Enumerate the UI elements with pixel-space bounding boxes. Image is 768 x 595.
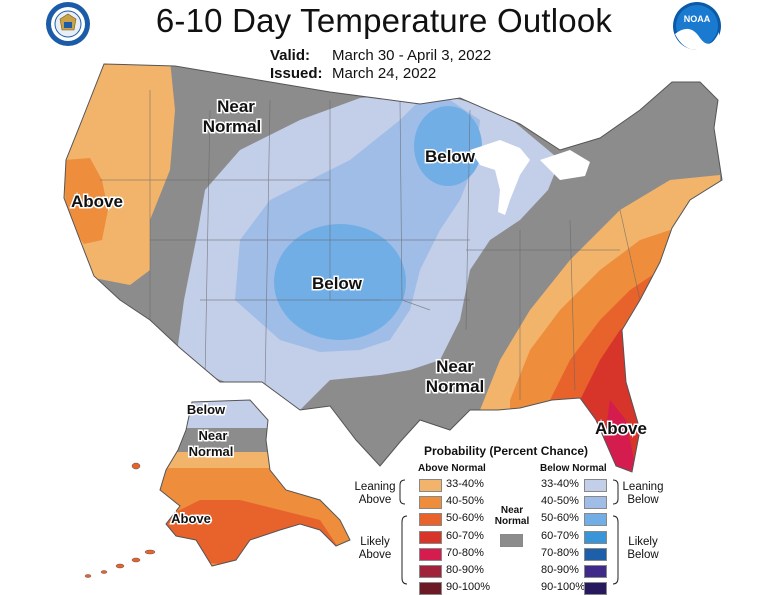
label-below-great-lakes: Below	[425, 147, 476, 166]
legend-likely-above-line2: Above	[358, 549, 392, 561]
legend-above-swatch	[419, 582, 442, 595]
legend-above-swatch	[419, 496, 442, 510]
legend-above-swatch	[419, 513, 442, 527]
issued-label: Issued:	[270, 65, 323, 82]
legend-leaning-above: Leaning Above	[352, 481, 398, 507]
west-above-40-fill	[64, 158, 108, 244]
legend-below-label: 33-40%	[541, 478, 579, 490]
legend-leaning-below-line2: Below	[627, 494, 659, 506]
label-below-central: Below	[312, 274, 363, 293]
legend-above-label: 40-50%	[446, 495, 484, 508]
legend-below-label: 90-100%	[541, 581, 586, 594]
label-near-normal-south-line1: Near	[436, 357, 474, 376]
lake-huron-water	[540, 150, 590, 180]
state-boundaries	[100, 90, 641, 400]
valid-value: March 30 - April 3, 2022	[332, 47, 492, 64]
legend-above-swatch	[419, 565, 442, 578]
label-ak-near-normal-line1: Near	[199, 428, 228, 443]
noaa-logo-text: NOAA	[684, 14, 711, 24]
conus-outline	[63, 63, 723, 473]
label-above-southeast: Above	[595, 419, 647, 438]
label-ak-below: Below	[187, 402, 226, 417]
issued-value: March 24, 2022	[332, 65, 437, 82]
legend-near-normal-swatch	[500, 534, 523, 547]
legend-near-normal-line1: Near	[500, 505, 524, 516]
lakes-below-50-fill	[414, 106, 482, 186]
legend-leaning-below-line1: Leaning	[622, 481, 664, 493]
legend-above-label: 70-80%	[446, 546, 484, 559]
legend-above-swatch	[419, 547, 442, 561]
valid-label: Valid:	[270, 47, 311, 64]
legend-leaning-above-line1: Leaning	[354, 481, 396, 493]
legend-below-swatch	[584, 582, 607, 595]
conus-shading	[64, 64, 722, 472]
issued-line: Issued: March 24, 2022	[270, 65, 436, 82]
legend-above-label: 60-70%	[446, 529, 484, 542]
legend-near-normal-line2: Normal	[494, 516, 530, 527]
label-above-west: Above	[71, 192, 123, 211]
legend-leaning-above-line2: Above	[358, 494, 392, 506]
legend-likely-above: Likely Above	[352, 536, 398, 562]
alaska-outline	[159, 399, 351, 567]
central-below-50-fill	[274, 224, 406, 340]
legend-below-swatch	[584, 530, 607, 544]
legend-below-label: 70-80%	[541, 546, 579, 559]
label-near-normal-south-line2: Normal	[426, 377, 485, 396]
ak-lean-above-fill	[160, 452, 350, 468]
legend-likely-above-line1: Likely	[360, 536, 390, 548]
legend-near-normal: Near Normal	[494, 505, 530, 527]
page-title: 6-10 Day Temperature Outlook	[155, 2, 613, 39]
legend-likely-below-line1: Likely	[628, 536, 658, 548]
label-ak-above: Above	[171, 511, 211, 526]
alaska-shading	[160, 400, 350, 566]
legend-leaning-below: Leaning Below	[620, 481, 666, 507]
legend-above-header: Above Normal	[418, 463, 486, 474]
legend-below-label: 80-90%	[541, 564, 579, 576]
legend-above-swatch	[419, 530, 442, 544]
legend-above-label: 80-90%	[446, 564, 484, 576]
label-near-normal-nw-line2: Normal	[203, 117, 262, 136]
label-ak-near-normal-line2: Normal	[189, 444, 234, 459]
legend-below-label: 50-60%	[541, 512, 579, 525]
aleutian-islands	[84, 462, 156, 578]
legend-below-label: 40-50%	[541, 495, 579, 508]
department-of-commerce-seal-icon	[46, 2, 90, 46]
legend-below-header: Below Normal	[540, 463, 607, 474]
legend-below-swatch	[584, 513, 607, 527]
legend-above-swatch	[419, 479, 442, 492]
legend-below-swatch	[584, 565, 607, 578]
noaa-logo-icon: NOAA	[673, 2, 721, 51]
legend-below-swatch	[584, 547, 607, 561]
legend-above-label: 50-60%	[446, 512, 484, 525]
legend-likely-below-line2: Below	[627, 549, 659, 561]
label-near-normal-nw-line1: Near	[217, 97, 255, 116]
legend-brackets	[399, 479, 619, 585]
legend-above-label: 90-100%	[446, 581, 491, 594]
legend-below-swatch	[584, 496, 607, 510]
legend-title: Probability (Percent Chance)	[424, 444, 589, 458]
legend-above-label: 33-40%	[446, 478, 484, 490]
legend-below-label: 60-70%	[541, 529, 579, 542]
legend-below-swatch	[584, 479, 607, 492]
legend-likely-below: Likely Below	[620, 536, 666, 562]
valid-line: Valid: March 30 - April 3, 2022	[270, 47, 491, 64]
great-lakes-water	[470, 140, 530, 215]
